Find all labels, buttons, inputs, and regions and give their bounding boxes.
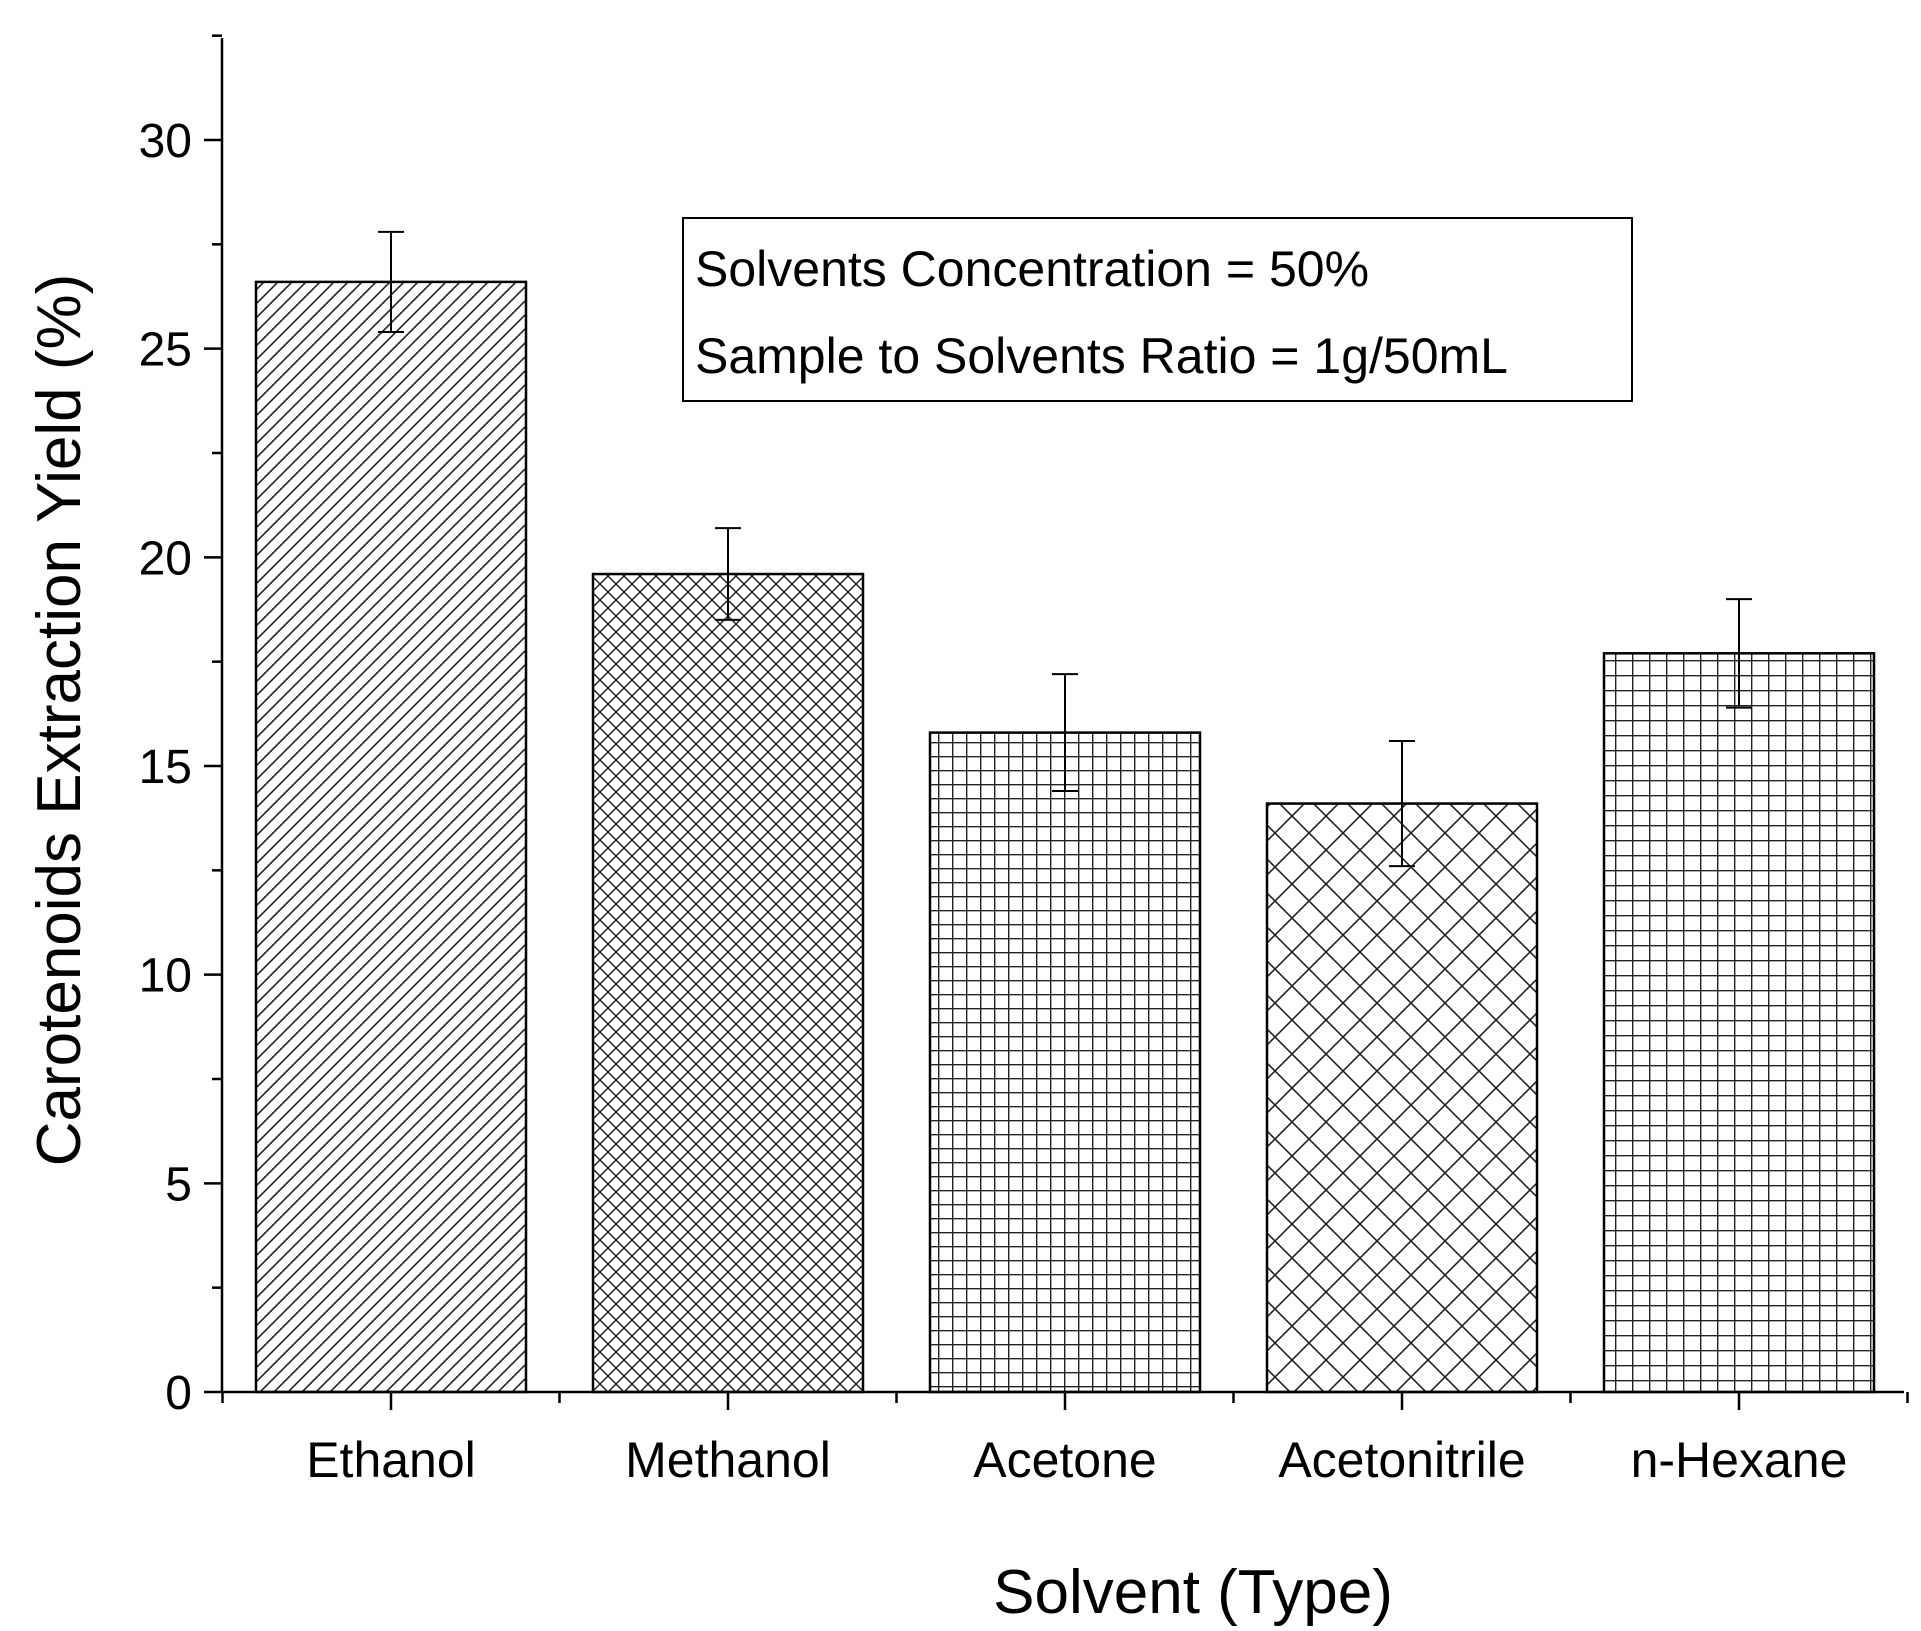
y-tick-label: 25 (139, 324, 192, 377)
bar-acetonitrile (1265, 802, 1539, 1394)
y-tick-label: 20 (139, 532, 192, 585)
bars-group (254, 280, 1876, 1394)
annotation-box: Solvents Concentration = 50% Sample to S… (682, 217, 1633, 402)
x-tick-label: Methanol (625, 1432, 831, 1488)
x-tick-label: Acetone (973, 1432, 1156, 1488)
bar-n-hexane (1602, 652, 1876, 1394)
error-bars-group (378, 230, 1752, 868)
x-axis-title: Solvent (Type) (993, 1558, 1393, 1627)
y-axis-title: Carotenoids Extraction Yield (%) (25, 274, 94, 1167)
y-tick-label: 5 (165, 1158, 192, 1211)
bar-ethanol (254, 280, 528, 1394)
x-axis: Ethanol Methanol Acetone Acetonitrile n-Hexa… (221, 1390, 1909, 1488)
y-tick-label: 15 (139, 741, 192, 794)
x-tick-label: Acetonitrile (1278, 1432, 1525, 1488)
y-tick-label: 30 (139, 115, 192, 168)
y-axis: 0 5 10 15 20 25 30 (139, 34, 224, 1420)
y-tick-label: 0 (165, 1367, 192, 1420)
bar-acetone (928, 731, 1202, 1394)
annotation-frame (682, 217, 1633, 402)
annotation-line-1: Solvents Concentration = 50% (695, 241, 1369, 297)
bar-methanol (591, 572, 865, 1394)
y-tick-label: 10 (139, 950, 192, 1003)
annotation-line-2: Sample to Solvents Ratio = 1g/50mL (695, 328, 1508, 384)
x-tick-label: n-Hexane (1631, 1432, 1848, 1488)
x-tick-label: Ethanol (306, 1432, 476, 1488)
y-axis-label: Carotenoids Extraction Yield (%) (25, 274, 94, 1167)
